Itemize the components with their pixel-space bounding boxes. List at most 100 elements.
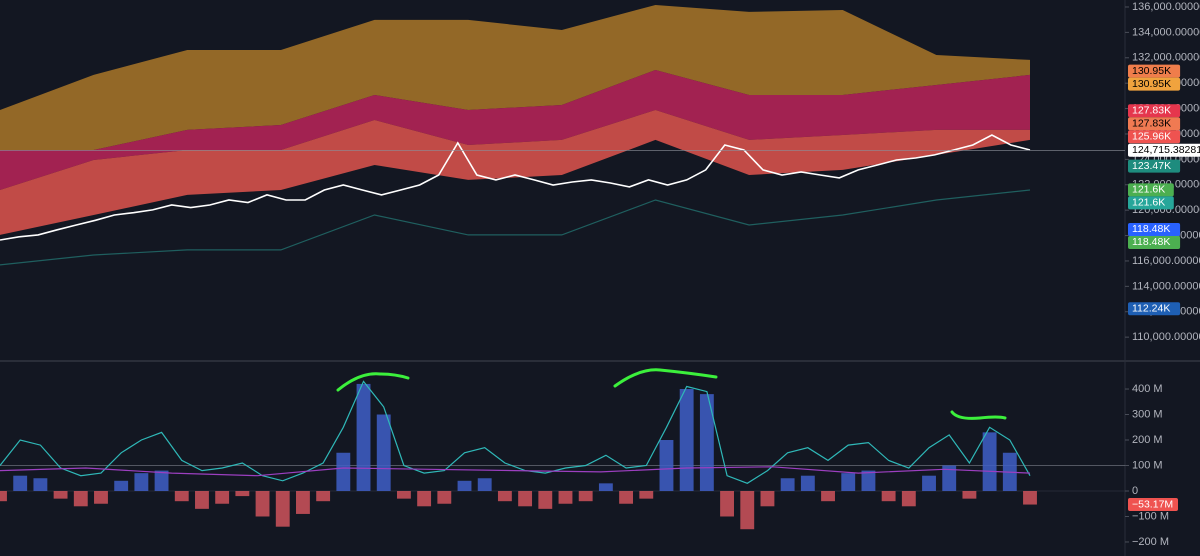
price-badge (1128, 222, 1181, 236)
histogram-bar (13, 475, 28, 491)
price-line (0, 189, 1031, 266)
histogram-bar (255, 490, 270, 517)
price-badge (1128, 143, 1200, 157)
histogram-bar (699, 394, 714, 491)
value-badge-label: −53.17M (1132, 498, 1173, 510)
y-tick-label: 114,000.00000 (1132, 280, 1200, 292)
price-badge (1128, 130, 1181, 144)
y-tick-label: 0 (1132, 485, 1138, 497)
oscillator-line (0, 380, 1031, 484)
histogram-bar (679, 389, 694, 491)
price-badge (1128, 77, 1181, 91)
hand-drawn-mark (950, 410, 1007, 420)
histogram-bar (114, 480, 129, 491)
histogram-bar (942, 465, 957, 491)
histogram-bar (296, 490, 310, 514)
band (0, 69, 1030, 190)
histogram-bar (235, 490, 250, 497)
price-badge-label: 125.96K (1132, 131, 1171, 143)
hand-drawn-mark (613, 368, 718, 388)
histogram-bar (275, 490, 290, 527)
price-badge (1128, 159, 1181, 173)
price-badge-label: 121.6K (1132, 197, 1165, 209)
histogram-bar (94, 490, 108, 504)
annotations (336, 368, 1007, 420)
y-tick-label: −200 M (1132, 536, 1169, 548)
y-tick-label: 110,000.00000 (1132, 331, 1200, 343)
price-badge (1128, 302, 1181, 316)
histogram-bar (53, 490, 68, 499)
histogram-bar (841, 473, 856, 491)
histogram-bar (154, 470, 169, 491)
histogram-bar (134, 473, 149, 491)
y-tick-label: −100 M (1132, 510, 1169, 522)
histogram-bar (195, 490, 209, 509)
histogram-bar (518, 490, 533, 507)
histogram-bar (1023, 490, 1037, 505)
price-badge (1128, 235, 1181, 249)
y-tick-label: 136,000.00000 (1132, 1, 1200, 13)
price-badge-label: 124,715.38281 (1132, 144, 1200, 156)
band (0, 109, 1030, 235)
histogram-bar (174, 490, 189, 502)
y-tick-label: 100 M (1132, 459, 1163, 471)
histogram-bar (982, 432, 997, 491)
histogram-bar (417, 490, 432, 507)
y-tick-label: 300 M (1132, 408, 1163, 420)
histogram-bar (215, 490, 230, 504)
histogram-bar (901, 490, 916, 507)
price-badge-label: 130.95K (1132, 65, 1171, 77)
price-line (0, 134, 1031, 241)
hand-drawn-mark (336, 372, 410, 392)
band (0, 4, 1030, 150)
price-badge (1128, 117, 1181, 131)
histogram-bar (619, 490, 634, 504)
price-badge-label: 123.47K (1132, 160, 1171, 172)
price-badge-label: 130.95K (1132, 78, 1171, 90)
y-tick-label: 116,000.00000 (1132, 255, 1200, 267)
price-badge (1128, 64, 1181, 78)
histogram-bar (396, 490, 411, 499)
histogram-bar (477, 478, 492, 491)
price-badge-label: 121.6K (1132, 184, 1165, 196)
histogram-bar (821, 490, 835, 502)
histogram-bar (881, 490, 896, 502)
price-badge (1128, 104, 1181, 118)
histogram-bar (922, 475, 936, 491)
value-badge (1128, 498, 1178, 512)
histogram-bar (73, 490, 88, 507)
price-badge (1128, 196, 1174, 210)
histogram-bar (457, 480, 472, 491)
histogram-bar (558, 490, 573, 504)
histogram-bar (538, 490, 553, 509)
histogram-bar (578, 490, 593, 502)
histogram-bar (376, 414, 391, 491)
histogram-bar (740, 490, 755, 530)
price-badge-label: 112.24K (1132, 302, 1170, 314)
histogram-bar (720, 490, 734, 517)
oscillator-line (0, 466, 1031, 477)
histogram-bar (437, 490, 452, 504)
y-tick-label: 134,000.00000 (1132, 26, 1200, 38)
y-tick-label: 132,000.00000 (1132, 52, 1200, 64)
y-tick-label: 400 M (1132, 383, 1163, 395)
histogram-bar (356, 383, 371, 491)
histogram-bar (33, 478, 48, 491)
histogram-bar (861, 470, 876, 491)
histogram-bar (316, 490, 331, 502)
histogram-bar (760, 490, 775, 507)
histogram-bar (497, 490, 512, 502)
price-badge (1128, 183, 1174, 197)
price-badge-label: 118.48K (1132, 223, 1170, 235)
histogram-bar (598, 483, 613, 491)
histogram-bar (962, 490, 977, 499)
histogram-bar (800, 475, 815, 491)
histogram-bar (659, 440, 674, 491)
y-tick-label: 200 M (1132, 434, 1163, 446)
histogram-bar (639, 490, 654, 499)
price-badge-label: 127.83K (1132, 118, 1171, 130)
price-badge-label: 127.83K (1132, 105, 1171, 117)
histogram-bar (336, 452, 351, 491)
